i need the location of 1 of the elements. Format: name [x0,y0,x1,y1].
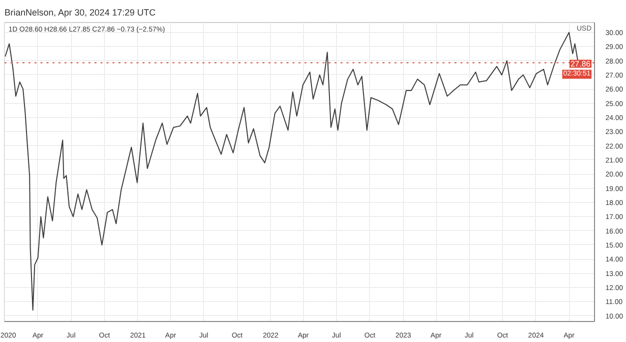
chart-subtitle: BrianNelson, Apr 30, 2024 17:29 UTC [4,8,156,18]
